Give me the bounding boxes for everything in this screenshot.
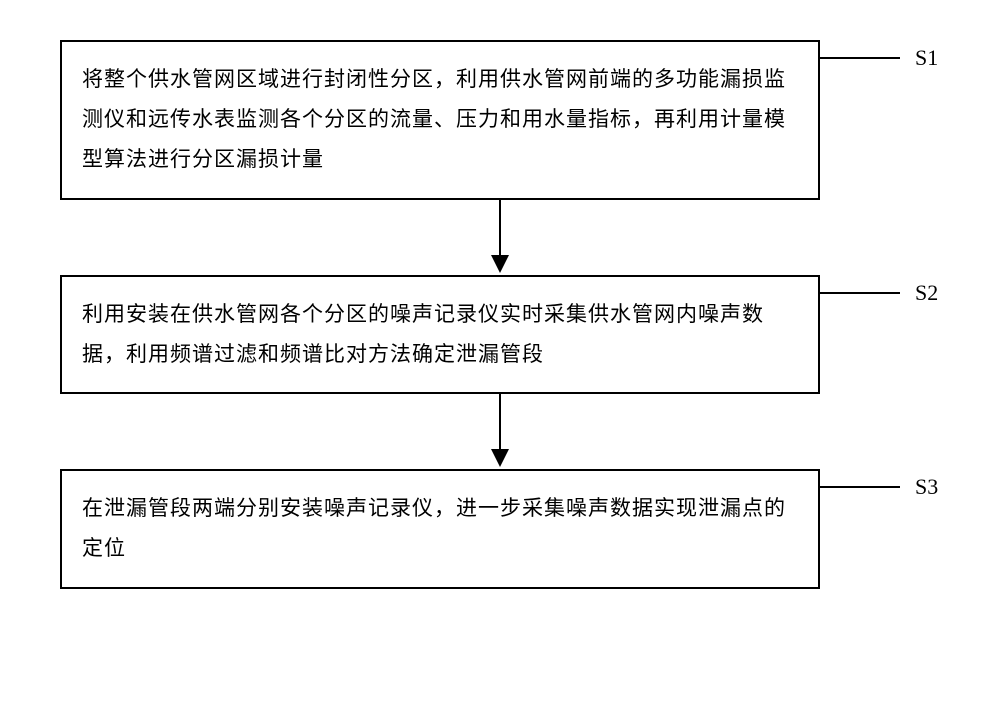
flow-row-2: 利用安装在供水管网各个分区的噪声记录仪实时采集供水管网内噪声数据，利用频谱过滤和… xyxy=(60,275,940,395)
label-connector-s3: S3 xyxy=(820,469,938,500)
arrow-1 xyxy=(120,200,880,275)
arrow-line-2 xyxy=(499,394,501,454)
label-s3: S3 xyxy=(915,474,938,500)
flow-box-s1: 将整个供水管网区域进行封闭性分区，利用供水管网前端的多功能漏损监测仪和远传水表监… xyxy=(60,40,820,200)
flow-box-s2: 利用安装在供水管网各个分区的噪声记录仪实时采集供水管网内噪声数据，利用频谱过滤和… xyxy=(60,275,820,395)
arrow-2 xyxy=(120,394,880,469)
label-s1: S1 xyxy=(915,45,938,71)
label-line-s3 xyxy=(820,486,900,488)
flow-box-s3: 在泄漏管段两端分别安装噪声记录仪，进一步采集噪声数据实现泄漏点的定位 xyxy=(60,469,820,589)
flow-row-3: 在泄漏管段两端分别安装噪声记录仪，进一步采集噪声数据实现泄漏点的定位 S3 xyxy=(60,469,940,589)
label-connector-s1: S1 xyxy=(820,40,938,71)
label-line-s1 xyxy=(820,57,900,59)
flow-text-s2: 利用安装在供水管网各个分区的噪声记录仪实时采集供水管网内噪声数据，利用频谱过滤和… xyxy=(82,295,798,375)
flowchart-container: 将整个供水管网区域进行封闭性分区，利用供水管网前端的多功能漏损监测仪和远传水表监… xyxy=(60,40,940,589)
flow-row-1: 将整个供水管网区域进行封闭性分区，利用供水管网前端的多功能漏损监测仪和远传水表监… xyxy=(60,40,940,200)
flow-text-s3: 在泄漏管段两端分别安装噪声记录仪，进一步采集噪声数据实现泄漏点的定位 xyxy=(82,489,798,569)
arrow-head-1 xyxy=(491,255,509,273)
label-connector-s2: S2 xyxy=(820,275,938,306)
arrow-head-2 xyxy=(491,449,509,467)
flow-text-s1: 将整个供水管网区域进行封闭性分区，利用供水管网前端的多功能漏损监测仪和远传水表监… xyxy=(82,60,798,180)
label-line-s2 xyxy=(820,292,900,294)
arrow-line-1 xyxy=(499,200,501,260)
label-s2: S2 xyxy=(915,280,938,306)
